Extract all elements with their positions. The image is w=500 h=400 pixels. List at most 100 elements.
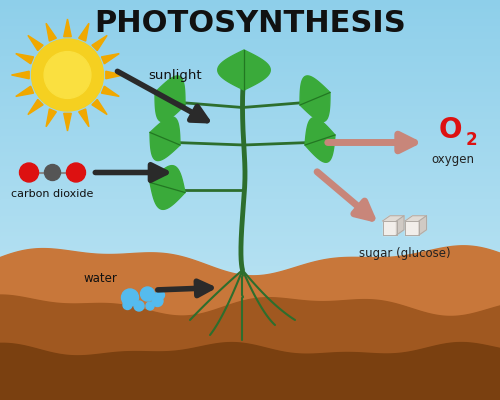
Bar xyxy=(0,392,500,397)
Bar xyxy=(0,232,500,237)
Bar xyxy=(0,266,500,270)
Polygon shape xyxy=(305,118,335,162)
Bar xyxy=(0,36,500,40)
Bar xyxy=(0,166,500,170)
Bar xyxy=(0,262,500,267)
Bar xyxy=(0,332,500,337)
Bar xyxy=(0,336,500,340)
Circle shape xyxy=(123,300,132,310)
Bar xyxy=(0,169,500,173)
Bar xyxy=(0,136,500,140)
Bar xyxy=(0,6,500,10)
Bar xyxy=(0,32,500,37)
Bar xyxy=(0,276,500,280)
Polygon shape xyxy=(102,86,119,96)
Bar xyxy=(0,299,500,303)
Bar xyxy=(0,139,500,143)
Bar xyxy=(0,222,500,227)
Circle shape xyxy=(20,163,38,182)
Text: sugar (glucose): sugar (glucose) xyxy=(359,248,451,260)
Bar xyxy=(0,229,500,233)
Bar xyxy=(0,396,500,400)
Bar xyxy=(0,146,500,150)
Circle shape xyxy=(122,289,138,306)
Bar xyxy=(0,179,500,183)
Bar xyxy=(0,306,500,310)
Bar xyxy=(0,219,500,223)
Polygon shape xyxy=(28,36,43,50)
Bar xyxy=(0,236,500,240)
Bar xyxy=(0,272,500,277)
Bar xyxy=(0,96,500,100)
Bar xyxy=(0,206,500,210)
Bar xyxy=(0,156,500,160)
Bar xyxy=(0,142,500,147)
Bar xyxy=(0,216,500,220)
Bar xyxy=(0,112,500,117)
Polygon shape xyxy=(405,216,426,221)
Bar xyxy=(0,82,500,87)
Bar xyxy=(0,126,500,130)
Polygon shape xyxy=(16,54,34,64)
Polygon shape xyxy=(64,19,72,37)
Bar xyxy=(0,16,500,20)
Bar xyxy=(0,162,500,167)
Circle shape xyxy=(44,164,60,180)
Bar xyxy=(0,159,500,163)
Bar xyxy=(0,29,500,33)
Bar xyxy=(0,186,500,190)
Bar xyxy=(0,79,500,83)
Bar xyxy=(0,296,500,300)
Bar xyxy=(0,382,500,387)
Polygon shape xyxy=(28,100,43,114)
Bar xyxy=(0,9,500,13)
Bar xyxy=(0,352,500,357)
Bar xyxy=(0,339,500,343)
Bar xyxy=(0,66,500,70)
Bar xyxy=(0,19,500,23)
Bar xyxy=(0,119,500,123)
Bar xyxy=(0,22,500,27)
Polygon shape xyxy=(46,23,56,41)
Bar xyxy=(0,62,500,67)
Text: 2: 2 xyxy=(466,131,477,149)
Polygon shape xyxy=(218,50,270,90)
Bar xyxy=(0,176,500,180)
Bar xyxy=(0,12,500,17)
Bar xyxy=(0,269,500,273)
Polygon shape xyxy=(12,71,29,79)
Bar xyxy=(0,89,500,93)
Bar xyxy=(0,386,500,390)
Polygon shape xyxy=(382,216,404,221)
Bar xyxy=(0,242,500,247)
Bar xyxy=(0,256,500,260)
Bar xyxy=(0,26,500,30)
Bar xyxy=(0,362,500,367)
Bar xyxy=(0,319,500,323)
Bar xyxy=(0,372,500,377)
Circle shape xyxy=(44,52,91,98)
Bar xyxy=(0,226,500,230)
Bar xyxy=(0,196,500,200)
Bar xyxy=(0,289,500,293)
Polygon shape xyxy=(106,71,124,79)
Bar xyxy=(0,192,500,197)
Bar xyxy=(0,282,500,287)
Circle shape xyxy=(140,287,154,301)
Bar xyxy=(0,0,500,3)
Bar xyxy=(0,346,500,350)
Polygon shape xyxy=(64,113,72,131)
Bar xyxy=(0,39,500,43)
Bar xyxy=(0,209,500,213)
Bar xyxy=(0,379,500,383)
Bar xyxy=(0,72,500,77)
Bar xyxy=(0,239,500,243)
Polygon shape xyxy=(405,221,419,235)
Bar xyxy=(0,376,500,380)
Bar xyxy=(0,369,500,373)
Polygon shape xyxy=(92,100,107,114)
Bar xyxy=(0,189,500,193)
Bar xyxy=(0,49,500,53)
Bar xyxy=(0,172,500,177)
Bar xyxy=(0,56,500,60)
